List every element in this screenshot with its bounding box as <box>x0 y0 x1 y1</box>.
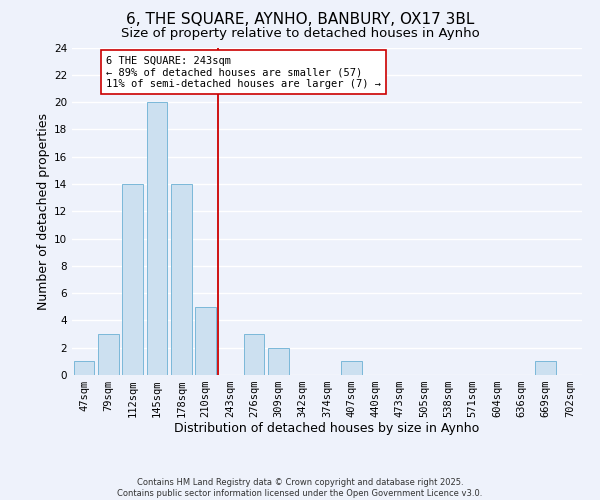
Bar <box>74 362 94 375</box>
Y-axis label: Number of detached properties: Number of detached properties <box>37 113 50 310</box>
Bar <box>98 334 119 375</box>
X-axis label: Distribution of detached houses by size in Aynho: Distribution of detached houses by size … <box>175 422 479 434</box>
Text: Size of property relative to detached houses in Aynho: Size of property relative to detached ho… <box>121 28 479 40</box>
Text: 6, THE SQUARE, AYNHO, BANBURY, OX17 3BL: 6, THE SQUARE, AYNHO, BANBURY, OX17 3BL <box>126 12 474 28</box>
Bar <box>122 184 143 375</box>
Text: 6 THE SQUARE: 243sqm
← 89% of detached houses are smaller (57)
11% of semi-detac: 6 THE SQUARE: 243sqm ← 89% of detached h… <box>106 56 381 89</box>
Text: Contains HM Land Registry data © Crown copyright and database right 2025.
Contai: Contains HM Land Registry data © Crown c… <box>118 478 482 498</box>
Bar <box>535 362 556 375</box>
Bar <box>244 334 265 375</box>
Bar <box>171 184 191 375</box>
Bar <box>146 102 167 375</box>
Bar <box>268 348 289 375</box>
Bar <box>341 362 362 375</box>
Bar <box>195 307 216 375</box>
